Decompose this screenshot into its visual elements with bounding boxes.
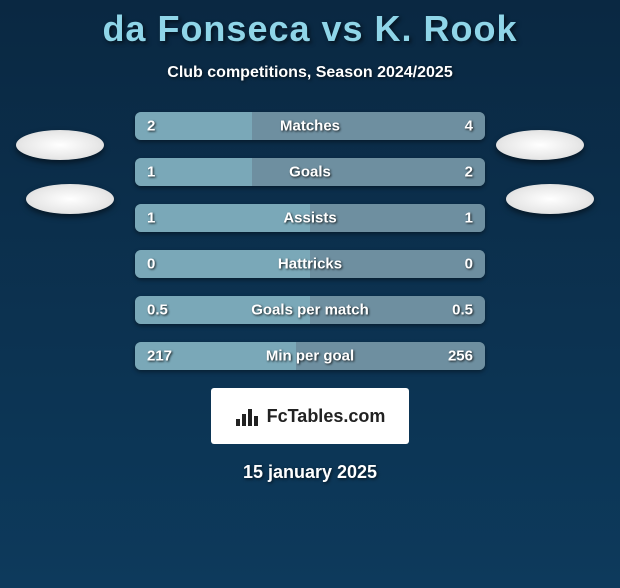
- stat-label: Goals per match: [251, 302, 369, 319]
- stat-label: Hattricks: [278, 256, 342, 273]
- value-right: 2: [465, 164, 473, 181]
- value-left: 2: [147, 118, 155, 135]
- value-right: 4: [465, 118, 473, 135]
- right-badge-1: [506, 184, 594, 214]
- stat-row: 0 0 Hattricks: [135, 250, 485, 278]
- left-badge-1: [26, 184, 114, 214]
- value-left: 0: [147, 256, 155, 273]
- value-left: 217: [147, 348, 172, 365]
- stat-row: 0.5 0.5 Goals per match: [135, 296, 485, 324]
- comparison-subtitle: Club competitions, Season 2024/2025: [0, 64, 620, 82]
- left-badge-0: [16, 130, 104, 160]
- stat-row: 1 2 Goals: [135, 158, 485, 186]
- value-left: 1: [147, 164, 155, 181]
- bars-icon: [235, 405, 261, 427]
- snapshot-date: 15 january 2025: [0, 462, 620, 483]
- value-right: 256: [448, 348, 473, 365]
- stat-row: 217 256 Min per goal: [135, 342, 485, 370]
- stat-row: 1 1 Assists: [135, 204, 485, 232]
- stat-label: Goals: [289, 164, 331, 181]
- value-right: 0: [465, 256, 473, 273]
- bar-right: [252, 158, 485, 186]
- value-right: 1: [465, 210, 473, 227]
- logo-text: FcTables.com: [267, 406, 386, 427]
- value-right: 0.5: [452, 302, 473, 319]
- stat-label: Min per goal: [266, 348, 354, 365]
- value-left: 1: [147, 210, 155, 227]
- value-left: 0.5: [147, 302, 168, 319]
- stat-row: 2 4 Matches: [135, 112, 485, 140]
- right-badge-0: [496, 130, 584, 160]
- fctables-logo: FcTables.com: [211, 388, 409, 444]
- stat-label: Matches: [280, 118, 340, 135]
- comparison-title: da Fonseca vs K. Rook: [0, 8, 620, 50]
- stat-label: Assists: [283, 210, 336, 227]
